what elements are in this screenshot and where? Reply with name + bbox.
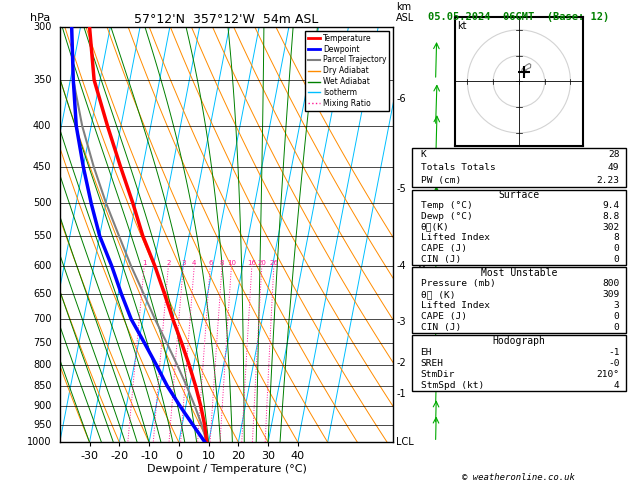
Text: 8: 8	[220, 260, 225, 266]
Text: 8: 8	[614, 233, 620, 243]
Text: 4: 4	[192, 260, 196, 266]
Text: -2: -2	[396, 358, 406, 368]
Title: 57°12'N  357°12'W  54m ASL: 57°12'N 357°12'W 54m ASL	[134, 13, 319, 26]
Text: 309: 309	[602, 290, 620, 299]
Text: LCL: LCL	[396, 437, 414, 447]
Text: 2: 2	[166, 260, 170, 266]
Text: 8.8: 8.8	[602, 212, 620, 221]
Text: -0: -0	[608, 359, 620, 368]
Text: Pressure (mb): Pressure (mb)	[421, 279, 495, 288]
Text: 28: 28	[608, 150, 620, 159]
Text: -5: -5	[396, 184, 406, 194]
Text: 05.05.2024  06GMT  (Base: 12): 05.05.2024 06GMT (Base: 12)	[428, 12, 610, 22]
Text: 6: 6	[208, 260, 213, 266]
Text: 10: 10	[227, 260, 236, 266]
Text: 1000: 1000	[27, 437, 52, 447]
Text: CIN (J): CIN (J)	[421, 255, 461, 264]
Text: 2.23: 2.23	[596, 176, 620, 185]
Text: 750: 750	[33, 338, 52, 348]
Text: 500: 500	[33, 198, 52, 208]
Text: 49: 49	[608, 163, 620, 172]
Text: Mixing Ratio (g/kg): Mixing Ratio (g/kg)	[418, 189, 428, 280]
Text: Surface: Surface	[498, 190, 540, 200]
Text: 20: 20	[257, 260, 266, 266]
Text: 16: 16	[247, 260, 257, 266]
Text: CIN (J): CIN (J)	[421, 323, 461, 332]
Text: Lifted Index: Lifted Index	[421, 301, 489, 310]
Text: 0: 0	[614, 244, 620, 253]
Text: Dewp (°C): Dewp (°C)	[421, 212, 472, 221]
Text: θᴄ(K): θᴄ(K)	[421, 223, 449, 232]
Text: 1: 1	[142, 260, 147, 266]
Text: 800: 800	[602, 279, 620, 288]
Text: kt: kt	[457, 21, 467, 31]
Text: CAPE (J): CAPE (J)	[421, 244, 467, 253]
Text: 0: 0	[614, 255, 620, 264]
Text: 0: 0	[614, 312, 620, 321]
Text: PW (cm): PW (cm)	[421, 176, 461, 185]
X-axis label: Dewpoint / Temperature (°C): Dewpoint / Temperature (°C)	[147, 464, 306, 474]
Text: 3: 3	[181, 260, 186, 266]
Text: 350: 350	[33, 75, 52, 85]
Text: Temp (°C): Temp (°C)	[421, 201, 472, 210]
FancyBboxPatch shape	[412, 148, 626, 187]
Text: 450: 450	[33, 162, 52, 172]
Text: CAPE (J): CAPE (J)	[421, 312, 467, 321]
Text: 0: 0	[614, 323, 620, 332]
Text: -4: -4	[396, 261, 406, 271]
Text: K: K	[421, 150, 426, 159]
Text: StmDir: StmDir	[421, 370, 455, 379]
FancyBboxPatch shape	[412, 267, 626, 333]
Text: 600: 600	[33, 261, 52, 271]
FancyBboxPatch shape	[412, 190, 626, 265]
Text: © weatheronline.co.uk: © weatheronline.co.uk	[462, 473, 576, 482]
Text: 9.4: 9.4	[602, 201, 620, 210]
Text: -3: -3	[396, 316, 406, 327]
Text: Hodograph: Hodograph	[493, 336, 545, 346]
Text: -6: -6	[396, 94, 406, 104]
Text: StmSpd (kt): StmSpd (kt)	[421, 381, 484, 390]
Text: 400: 400	[33, 121, 52, 131]
Text: 800: 800	[33, 360, 52, 370]
Text: km
ASL: km ASL	[396, 2, 415, 22]
Text: 4: 4	[614, 381, 620, 390]
Text: Totals Totals: Totals Totals	[421, 163, 495, 172]
Text: 650: 650	[33, 289, 52, 298]
Text: hPa: hPa	[30, 13, 50, 22]
FancyBboxPatch shape	[412, 335, 626, 391]
Text: Most Unstable: Most Unstable	[481, 268, 557, 278]
Text: 700: 700	[33, 314, 52, 324]
Text: 950: 950	[33, 419, 52, 430]
Text: -1: -1	[396, 389, 406, 399]
Text: 550: 550	[33, 231, 52, 241]
Text: EH: EH	[421, 347, 432, 357]
Text: 26: 26	[269, 260, 278, 266]
Text: 3: 3	[614, 301, 620, 310]
Legend: Temperature, Dewpoint, Parcel Trajectory, Dry Adiabat, Wet Adiabat, Isotherm, Mi: Temperature, Dewpoint, Parcel Trajectory…	[305, 31, 389, 111]
Text: SREH: SREH	[421, 359, 443, 368]
Text: 210°: 210°	[596, 370, 620, 379]
Text: Lifted Index: Lifted Index	[421, 233, 489, 243]
Text: 300: 300	[33, 22, 52, 32]
Text: 900: 900	[33, 401, 52, 411]
Text: 850: 850	[33, 381, 52, 391]
Text: θᴄ (K): θᴄ (K)	[421, 290, 455, 299]
Text: 302: 302	[602, 223, 620, 232]
Text: -1: -1	[608, 347, 620, 357]
